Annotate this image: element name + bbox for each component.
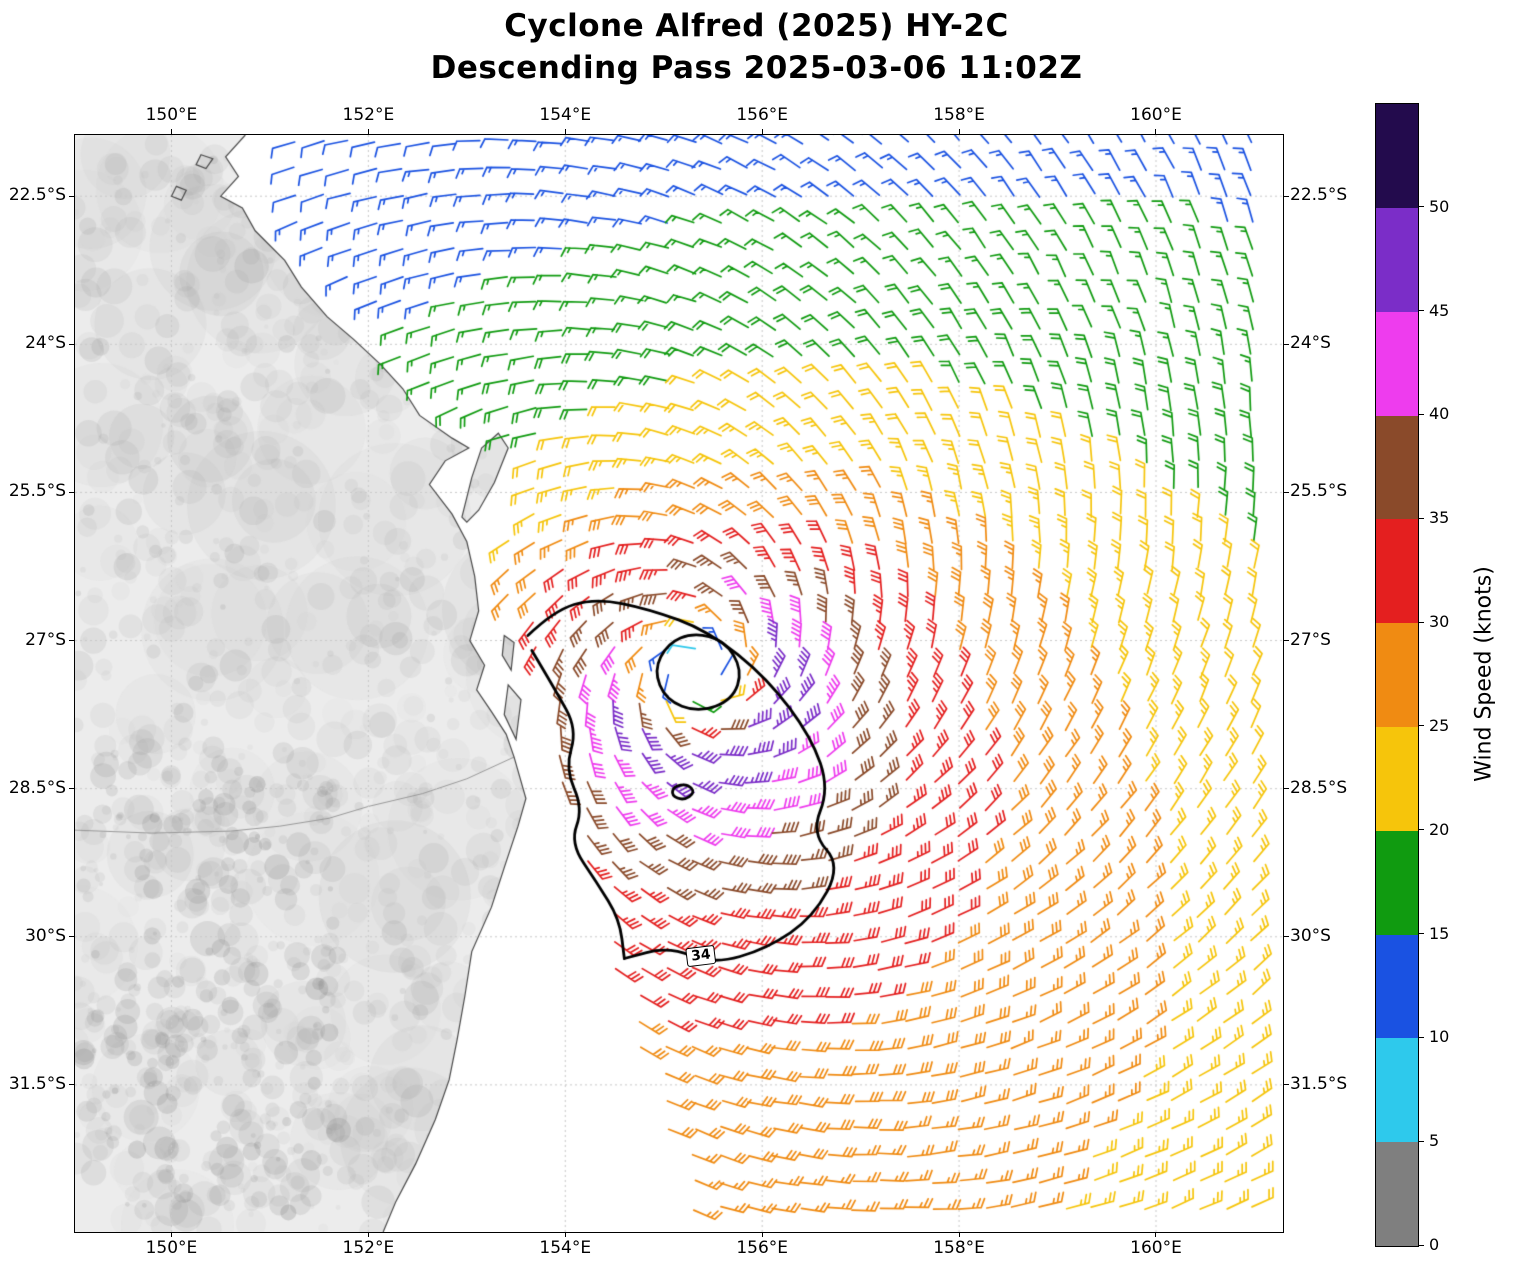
colorbar-segment xyxy=(1376,1142,1418,1246)
colorbar-tick-label: 20 xyxy=(1429,819,1450,839)
y-tick-label-right: 28.5°S xyxy=(1290,777,1348,798)
x-tick-label-bottom: 158°E xyxy=(933,1238,985,1258)
colorbar-tick-label: 15 xyxy=(1429,923,1450,943)
y-tick-mark xyxy=(1284,491,1289,493)
x-tick-label-bottom: 154°E xyxy=(539,1238,592,1258)
y-tick-label-right: 30°S xyxy=(1290,925,1331,946)
colorbar-segment xyxy=(1376,623,1418,727)
y-tick-mark xyxy=(1284,788,1289,790)
y-tick-mark xyxy=(69,788,74,790)
y-tick-mark xyxy=(1284,640,1289,642)
colorbar-tick-label: 45 xyxy=(1429,300,1450,320)
colorbar-tick-mark xyxy=(1419,206,1424,208)
colorbar-tick-label: 5 xyxy=(1429,1131,1440,1151)
colorbar-tick-label: 30 xyxy=(1429,612,1450,632)
y-tick-label-left: 25.5°S xyxy=(8,481,66,502)
x-tick-mark xyxy=(761,1232,763,1237)
x-tick-mark xyxy=(367,1232,369,1237)
x-tick-mark xyxy=(1155,1232,1157,1237)
y-tick-label-left: 22.5°S xyxy=(8,185,66,206)
y-tick-mark xyxy=(1284,936,1289,938)
x-tick-label-top: 158°E xyxy=(933,105,985,125)
y-tick-label-right: 31.5°S xyxy=(1290,1073,1348,1094)
colorbar-tick-mark xyxy=(1419,1244,1424,1246)
colorbar-segment xyxy=(1376,104,1418,208)
colorbar-tick-mark xyxy=(1419,621,1424,623)
y-tick-mark xyxy=(69,491,74,493)
x-tick-label-top: 150°E xyxy=(145,105,198,125)
x-tick-label-top: 156°E xyxy=(736,105,789,125)
y-tick-label-left: 31.5°S xyxy=(8,1073,66,1094)
x-tick-mark xyxy=(170,1232,172,1237)
chart-title-line1: Cyclone Alfred (2025) HY-2C xyxy=(504,8,1009,44)
x-tick-mark xyxy=(958,129,960,134)
map-canvas xyxy=(75,135,1283,1232)
x-tick-mark xyxy=(1155,129,1157,134)
colorbar-tick-mark xyxy=(1419,1036,1424,1038)
x-tick-mark xyxy=(761,129,763,134)
colorbar-tick-mark xyxy=(1419,725,1424,727)
y-tick-mark xyxy=(1284,1084,1289,1086)
colorbar-label: Wind Speed (knots) xyxy=(1471,566,1497,782)
y-tick-mark xyxy=(69,936,74,938)
map-plot xyxy=(74,134,1284,1233)
colorbar-segment xyxy=(1376,830,1418,935)
y-tick-mark xyxy=(69,640,74,642)
colorbar-tick-label: 25 xyxy=(1429,715,1450,735)
x-tick-mark xyxy=(564,1232,566,1237)
colorbar-segment xyxy=(1376,934,1418,1039)
x-tick-label-bottom: 156°E xyxy=(736,1238,789,1258)
colorbar-tick-label: 40 xyxy=(1429,404,1450,424)
colorbar-tick-label: 35 xyxy=(1429,508,1450,528)
y-tick-mark xyxy=(69,195,74,197)
colorbar-tick-mark xyxy=(1419,310,1424,312)
x-tick-label-bottom: 160°E xyxy=(1130,1238,1182,1258)
x-tick-label-bottom: 150°E xyxy=(145,1238,198,1258)
y-tick-mark xyxy=(1284,343,1289,345)
y-tick-label-right: 22.5°S xyxy=(1290,185,1348,206)
colorbar-tick-label: 10 xyxy=(1429,1027,1450,1047)
x-tick-mark xyxy=(170,129,172,134)
colorbar-tick-label: 50 xyxy=(1429,196,1450,216)
y-tick-label-left: 27°S xyxy=(25,629,66,650)
chart-title-line2: Descending Pass 2025-03-06 11:02Z xyxy=(430,50,1083,86)
y-tick-label-left: 28.5°S xyxy=(8,777,66,798)
x-tick-mark xyxy=(367,129,369,134)
y-tick-mark xyxy=(69,1084,74,1086)
colorbar-tick-label: 0 xyxy=(1429,1235,1440,1254)
colorbar-tick-mark xyxy=(1419,933,1424,935)
colorbar-segment xyxy=(1376,311,1418,416)
y-tick-label-right: 25.5°S xyxy=(1290,481,1348,502)
contour-label-34: 34 xyxy=(685,944,717,967)
y-tick-label-left: 30°S xyxy=(25,925,66,946)
colorbar-segment xyxy=(1376,415,1418,520)
x-tick-mark xyxy=(958,1232,960,1237)
x-tick-label-top: 160°E xyxy=(1130,105,1182,125)
colorbar-tick-mark xyxy=(1419,517,1424,519)
y-tick-mark xyxy=(69,343,74,345)
colorbar-tick-mark xyxy=(1419,413,1424,415)
colorbar xyxy=(1375,103,1419,1247)
y-tick-label-right: 24°S xyxy=(1290,333,1331,354)
x-tick-label-top: 152°E xyxy=(342,105,395,125)
y-tick-mark xyxy=(1284,195,1289,197)
colorbar-segment xyxy=(1376,519,1418,624)
x-tick-label-bottom: 152°E xyxy=(342,1238,395,1258)
x-tick-mark xyxy=(564,129,566,134)
y-tick-label-left: 24°S xyxy=(25,333,66,354)
y-tick-label-right: 27°S xyxy=(1290,629,1331,650)
x-tick-label-top: 154°E xyxy=(539,105,592,125)
colorbar-tick-mark xyxy=(1419,1140,1424,1142)
colorbar-segment xyxy=(1376,207,1418,312)
colorbar-segment xyxy=(1376,1038,1418,1143)
colorbar-segment xyxy=(1376,726,1418,831)
colorbar-tick-mark xyxy=(1419,829,1424,831)
